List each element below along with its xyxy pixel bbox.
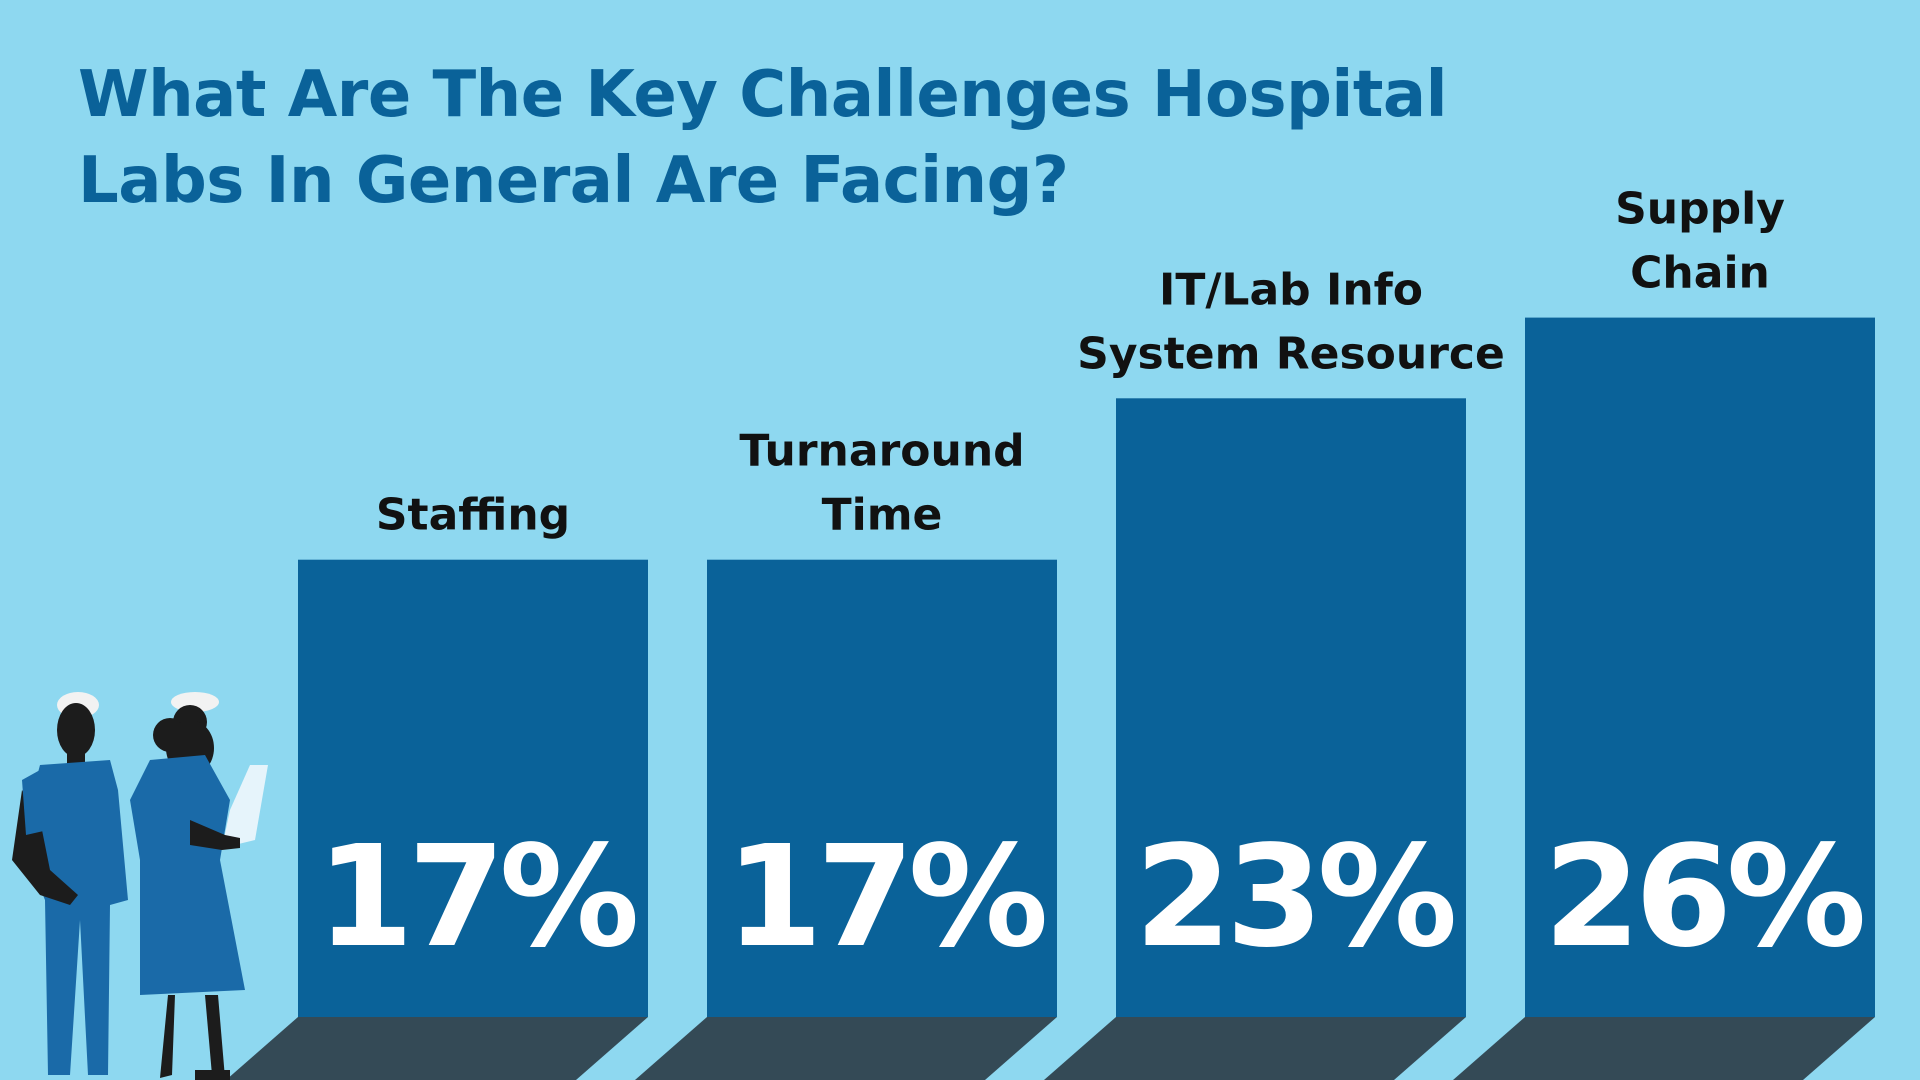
value-label-3: 26% (1543, 816, 1862, 979)
bar-shadow-0 (226, 1017, 648, 1080)
bar-shadow-3 (1453, 1017, 1875, 1080)
category-labels: Staffing Turnaround Time IT/Lab Info System … (376, 184, 1785, 541)
bar-shadows (226, 1017, 1875, 1080)
category-label-0-line-0: Staffing (376, 490, 570, 541)
value-labels: 17% 17% 23% 26% (316, 816, 1868, 979)
category-label-3-line-1: Chain (1630, 248, 1770, 299)
category-label-1-line-1: Time (822, 490, 943, 541)
bar-3 (1525, 317, 1875, 1018)
chart-title-line-2: Labs In General Are Facing? (78, 144, 1069, 218)
chart-title: What Are The Key Challenges Hospital Lab… (78, 52, 1578, 224)
nurse-right-figure (130, 692, 268, 1080)
chart-title-line-1: What Are The Key Challenges Hospital (78, 58, 1448, 132)
bar-shadow-1 (635, 1017, 1057, 1080)
category-label-2-line-0: IT/Lab Info (1159, 264, 1423, 315)
two-nurses-figure-icon (12, 692, 268, 1080)
bars (298, 317, 1875, 1018)
category-label-2-line-1: System Resource (1077, 328, 1505, 379)
nurse-left-figure (12, 692, 128, 1075)
value-label-1: 17% (725, 816, 1044, 979)
bar-shadow-2 (1044, 1017, 1466, 1080)
value-label-2: 23% (1134, 816, 1453, 979)
bar-0 (298, 559, 648, 1017)
category-label-3-line-0: Supply (1615, 184, 1785, 235)
category-label-1-line-0: Turnaround (739, 426, 1024, 477)
value-label-0: 17% (316, 816, 635, 979)
bar-2 (1116, 398, 1466, 1017)
bar-1 (707, 559, 1057, 1017)
